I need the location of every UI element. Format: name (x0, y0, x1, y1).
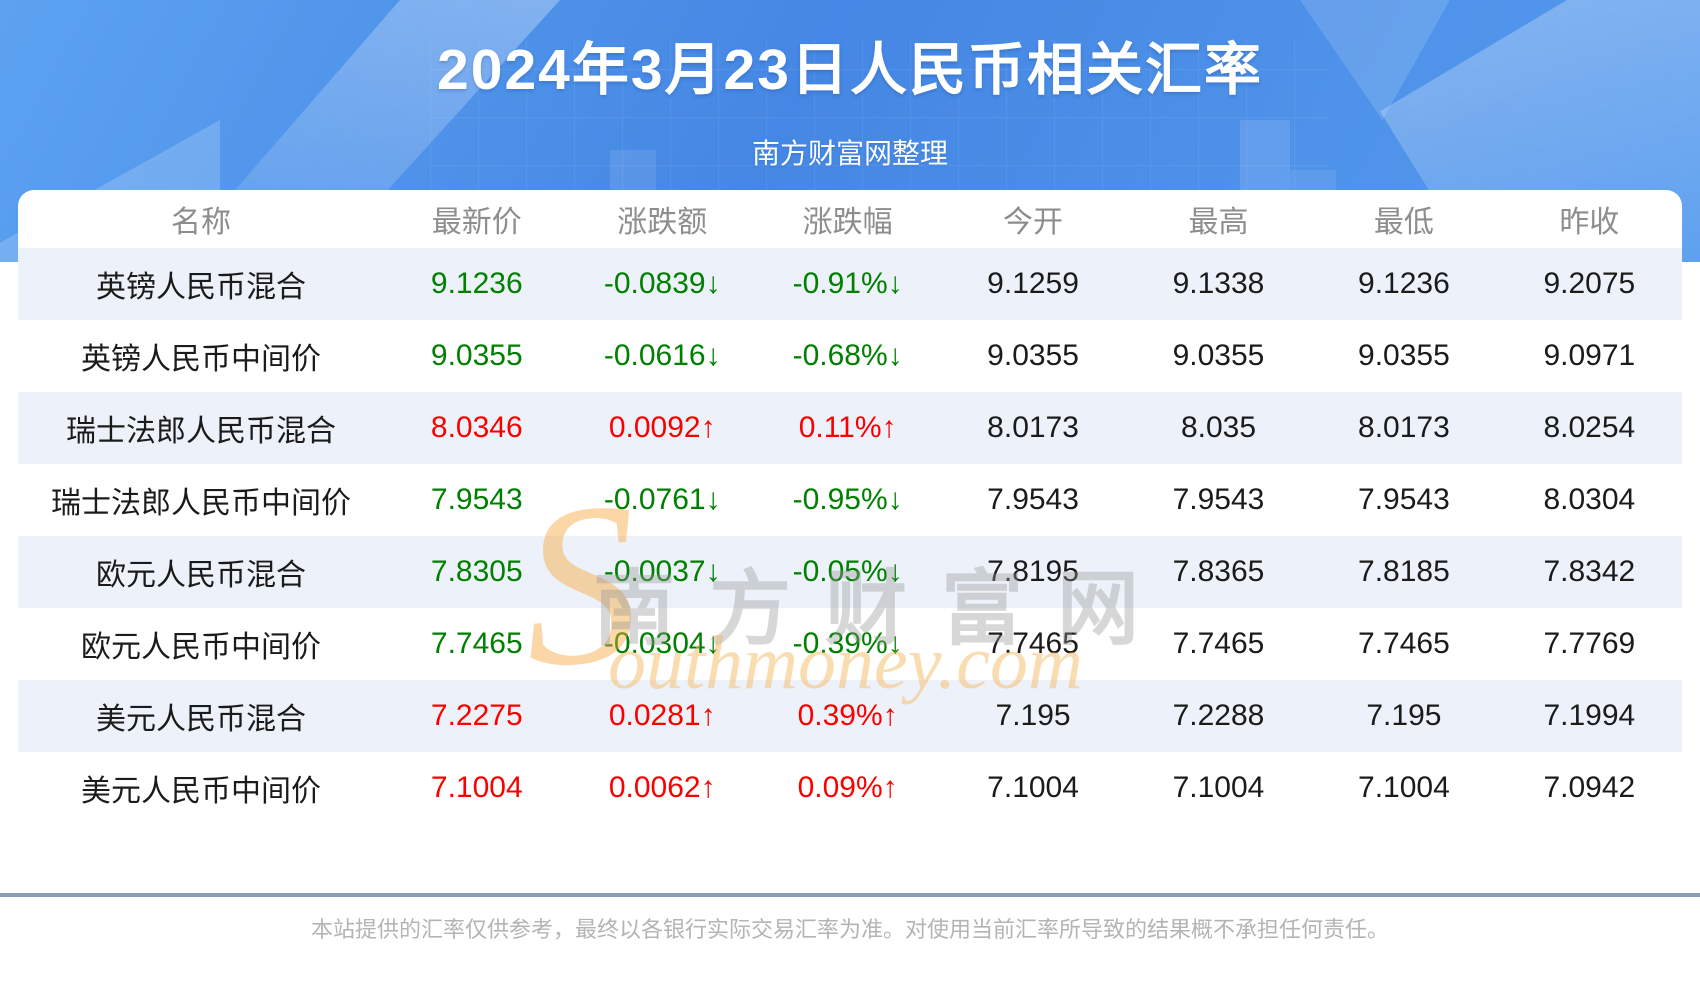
column-header-prev-close: 昨收 (1559, 206, 1620, 239)
table-row: 美元人民币混合 7.2275 0.0281↑ 0.39%↑ 7.195 7.22… (18, 680, 1682, 752)
high-price: 7.2288 (1172, 699, 1265, 732)
column-header-open: 今开 (1003, 206, 1064, 239)
column-header-low: 最低 (1373, 206, 1434, 239)
low-price: 9.0355 (1358, 339, 1450, 372)
column-header-percent: 涨跌幅 (802, 206, 893, 239)
table-row: 英镑人民币混合 9.1236 -0.0839↓ -0.91%↓ 9.1259 9… (18, 248, 1682, 320)
high-price: 9.1338 (1172, 267, 1265, 300)
change-amount: -0.0616↓ (603, 339, 721, 372)
change-percent: -0.68%↓ (792, 339, 903, 372)
latest-price: 7.1004 (430, 771, 523, 804)
open-price: 7.9543 (987, 483, 1079, 516)
column-header-latest: 最新价 (431, 206, 522, 239)
column-header-high: 最高 (1188, 206, 1249, 239)
low-price: 7.195 (1366, 699, 1442, 732)
page-subtitle: 南方财富网整理 (751, 138, 948, 169)
change-amount: 0.0281↑ (608, 699, 716, 732)
change-amount: -0.0839↓ (603, 267, 721, 300)
high-price: 8.035 (1180, 411, 1257, 444)
low-price: 7.8185 (1358, 555, 1450, 588)
change-amount: 0.0062↑ (608, 771, 716, 804)
prev-close: 8.0254 (1543, 411, 1636, 444)
latest-price: 9.1236 (430, 267, 523, 300)
open-price: 7.7465 (987, 627, 1079, 660)
low-price: 7.1004 (1358, 771, 1450, 804)
prev-close: 7.1994 (1543, 699, 1636, 732)
table-row: 欧元人民币中间价 7.7465 -0.0304↓ -0.39%↓ 7.7465 … (18, 608, 1682, 680)
currency-name: 瑞士法郎人民币中间价 (51, 487, 352, 520)
prev-close: 7.0942 (1543, 771, 1636, 804)
change-percent: 0.09%↑ (797, 771, 898, 804)
page-title: 2024年3月23日人民币相关汇率 (437, 38, 1263, 102)
change-percent: -0.05%↓ (792, 555, 903, 588)
change-amount: -0.0761↓ (603, 483, 721, 516)
column-header-name: 名称 (171, 206, 232, 239)
prev-close: 9.2075 (1543, 267, 1636, 300)
change-percent: 0.11%↑ (798, 411, 897, 444)
open-price: 9.1259 (987, 267, 1079, 300)
latest-price: 8.0346 (430, 411, 523, 444)
latest-price: 7.8305 (430, 555, 523, 588)
latest-price: 7.9543 (430, 483, 523, 516)
latest-price: 7.2275 (430, 699, 523, 732)
change-amount: 0.0092↑ (608, 411, 716, 444)
high-price: 7.8365 (1172, 555, 1265, 588)
prev-close: 8.0304 (1543, 483, 1636, 516)
currency-name: 欧元人民币混合 (96, 559, 307, 592)
table-header-row: 名称 最新价 涨跌额 涨跌幅 今开 最高 最低 昨收 (18, 190, 1682, 248)
change-percent: -0.95%↓ (792, 483, 903, 516)
low-price: 8.0173 (1358, 411, 1450, 444)
change-percent: -0.91%↓ (792, 267, 903, 300)
high-price: 7.1004 (1172, 771, 1265, 804)
prev-close: 7.7769 (1543, 627, 1636, 660)
low-price: 7.9543 (1358, 483, 1450, 516)
rates-table-card: 名称 最新价 涨跌额 涨跌幅 今开 最高 最低 昨收 英镑人民币混合 9.123… (18, 190, 1682, 824)
high-price: 7.9543 (1172, 483, 1265, 516)
table-row: 瑞士法郎人民币混合 8.0346 0.0092↑ 0.11%↑ 8.0173 8… (18, 392, 1682, 464)
disclaimer-text: 本站提供的汇率仅供参考，最终以各银行实际交易汇率为准。对使用当前汇率所导致的结果… (310, 917, 1389, 942)
change-amount: -0.0304↓ (603, 627, 721, 660)
change-percent: 0.39%↑ (797, 699, 898, 732)
high-price: 7.7465 (1172, 627, 1265, 660)
low-price: 9.1236 (1358, 267, 1450, 300)
open-price: 8.0173 (987, 411, 1079, 444)
open-price: 7.195 (995, 699, 1071, 732)
currency-name: 瑞士法郎人民币混合 (66, 415, 337, 448)
column-header-change: 涨跌额 (617, 206, 708, 239)
change-amount: -0.0037↓ (603, 555, 721, 588)
open-price: 7.8195 (987, 555, 1079, 588)
prev-close: 7.8342 (1543, 555, 1636, 588)
open-price: 9.0355 (987, 339, 1079, 372)
high-price: 9.0355 (1172, 339, 1265, 372)
table-row: 英镑人民币中间价 9.0355 -0.0616↓ -0.68%↓ 9.0355 … (18, 320, 1682, 392)
currency-name: 美元人民币混合 (96, 703, 307, 736)
low-price: 7.7465 (1358, 627, 1450, 660)
currency-name: 英镑人民币混合 (96, 271, 307, 304)
currency-name: 英镑人民币中间价 (81, 343, 322, 376)
table-row: 美元人民币中间价 7.1004 0.0062↑ 0.09%↑ 7.1004 7.… (18, 752, 1682, 824)
footer-divider (0, 893, 1700, 897)
latest-price: 9.0355 (430, 339, 523, 372)
table-row: 欧元人民币混合 7.8305 -0.0037↓ -0.05%↓ 7.8195 7… (18, 536, 1682, 608)
currency-name: 美元人民币中间价 (81, 775, 322, 808)
currency-name: 欧元人民币中间价 (81, 631, 322, 664)
change-percent: -0.39%↓ (792, 627, 903, 660)
open-price: 7.1004 (987, 771, 1079, 804)
prev-close: 9.0971 (1543, 339, 1636, 372)
table-row: 瑞士法郎人民币中间价 7.9543 -0.0761↓ -0.95%↓ 7.954… (18, 464, 1682, 536)
latest-price: 7.7465 (430, 627, 523, 660)
